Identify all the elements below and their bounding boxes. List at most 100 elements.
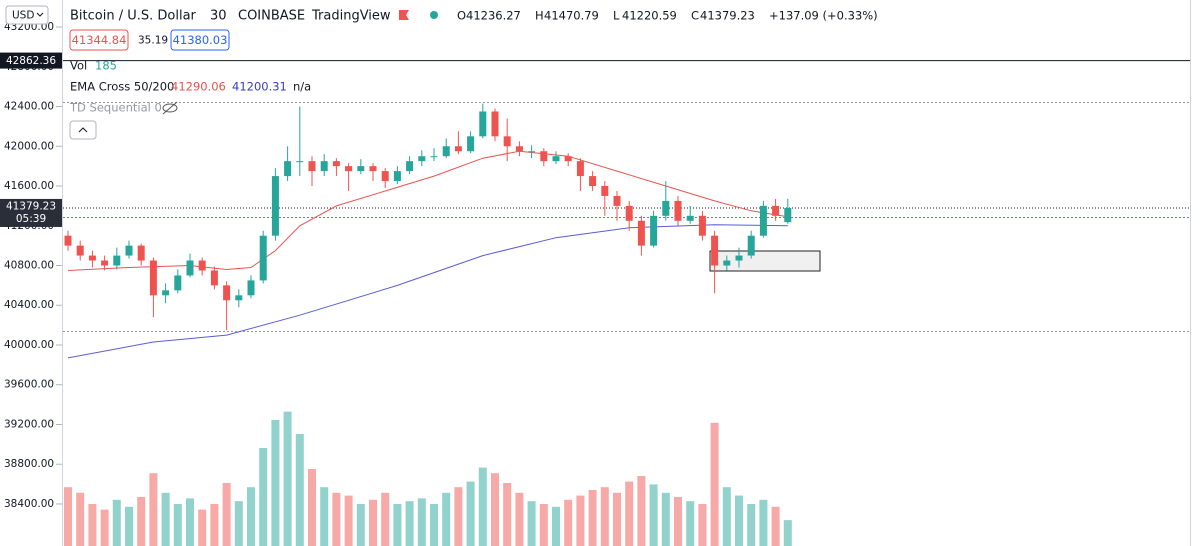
candle-body: [357, 166, 365, 172]
last-price: 41379.23: [6, 200, 56, 212]
volume-bar: [64, 487, 72, 546]
td-label: TD Sequential 0: [69, 101, 162, 115]
candle-body: [711, 235, 719, 266]
volume-bar: [149, 473, 158, 546]
ema-line: [67, 224, 788, 359]
y-tick-label: 40400.00: [4, 299, 54, 311]
volume-bar: [405, 501, 414, 546]
volume-label: Vol: [70, 59, 87, 73]
change: +137.09 (+0.33%): [769, 9, 878, 23]
volume-bar: [76, 492, 85, 546]
ohlc-prefix: H: [535, 9, 544, 23]
marked-price-tag: [0, 52, 62, 69]
interval: 30: [210, 9, 227, 24]
volume-bar: [759, 499, 768, 546]
hide-icon[interactable]: [162, 101, 178, 115]
volume-bar: [295, 434, 304, 546]
y-tick-label: 38800.00: [4, 458, 54, 470]
candle-body: [662, 200, 670, 216]
candle-body: [284, 161, 292, 177]
volume-bar: [661, 492, 670, 546]
volume-bar: [332, 492, 341, 546]
volume-bar: [247, 487, 255, 546]
volume-bar: [527, 501, 536, 546]
ohlc-prefix: C: [691, 9, 699, 23]
candle-body: [735, 255, 743, 261]
ask[interactable]: 41380.03: [173, 33, 228, 47]
volume-bar: [100, 509, 109, 546]
candle-body: [552, 156, 560, 162]
ohlc-prefix: L: [613, 9, 620, 23]
y-tick-label: 40000.00: [4, 339, 54, 351]
volume-bar: [722, 487, 731, 546]
candle-body: [137, 245, 145, 261]
status-dot: [430, 11, 438, 19]
volume-bar: [88, 504, 97, 546]
currency[interactable]: USD: [12, 10, 34, 22]
y-tick-label: 40800.00: [4, 259, 54, 271]
ema-label: EMA Cross 50/200: [70, 80, 174, 94]
volume-bar: [210, 504, 219, 546]
ohlc-value: 41220.59: [622, 9, 677, 23]
ask-box[interactable]: [170, 29, 230, 51]
volume-bar: [552, 506, 560, 546]
exchange: COINBASE: [238, 9, 305, 24]
y-tick-label: 39200.00: [4, 418, 54, 430]
ema-line: [67, 150, 788, 271]
bid-box[interactable]: [69, 29, 129, 51]
volume-bar: [283, 411, 292, 546]
volume-bar: [112, 499, 121, 546]
y-tick-label: 42000.00: [4, 140, 54, 152]
volume-bar: [369, 499, 377, 546]
candle-body: [515, 146, 523, 152]
candle-body: [540, 151, 548, 162]
candle-body: [174, 275, 182, 291]
volume-bar: [564, 499, 573, 546]
ohlc-prefix: O: [457, 9, 466, 23]
price-axis: 38400.00 38800.00 39200.00 39600.00 40000.00…: [0, 21, 62, 510]
collapse-button[interactable]: [69, 120, 97, 140]
volume-bar: [698, 504, 707, 546]
dropdown-arrow: [36, 12, 44, 17]
candle-body: [686, 215, 694, 221]
candle-body: [345, 166, 353, 172]
candle-body: [637, 220, 645, 246]
candles: [64, 103, 792, 331]
candle-body: [406, 161, 414, 172]
flag-icon[interactable]: [399, 10, 409, 20]
volume-bar: [393, 504, 402, 546]
volume-bar: [735, 495, 743, 546]
candle-body: [601, 186, 609, 196]
volume-bar: [344, 495, 353, 546]
candle-body: [442, 146, 450, 157]
candle-body: [454, 146, 462, 152]
countdown: 05:39: [16, 213, 46, 225]
candle-body: [759, 205, 767, 236]
volume-bar: [503, 483, 512, 546]
candle-body: [625, 205, 633, 221]
volume-bar: [222, 483, 231, 546]
candle-body: [113, 255, 121, 266]
candle-body: [381, 171, 389, 182]
ohlc-value: 41379.23: [700, 9, 755, 23]
volume-bar: [674, 497, 682, 546]
candle-body: [210, 270, 218, 286]
candle-body: [528, 151, 536, 153]
candle-body: [149, 260, 157, 296]
volume-bar: [649, 484, 658, 546]
y-tick-label: 41600.00: [4, 180, 54, 192]
bid[interactable]: 41344.84: [72, 33, 127, 47]
source: TradingView: [311, 9, 391, 24]
volume-bar: [747, 504, 756, 546]
currency-dropdown[interactable]: [5, 5, 49, 25]
volume-bar: [686, 501, 695, 546]
candle-body: [393, 171, 401, 182]
y-tick-label: 43200.00: [4, 21, 54, 33]
ohlc-value: 41470.79: [544, 9, 599, 23]
volume-bar: [161, 492, 170, 546]
volume-bar: [259, 448, 268, 546]
candle-body: [369, 166, 377, 172]
